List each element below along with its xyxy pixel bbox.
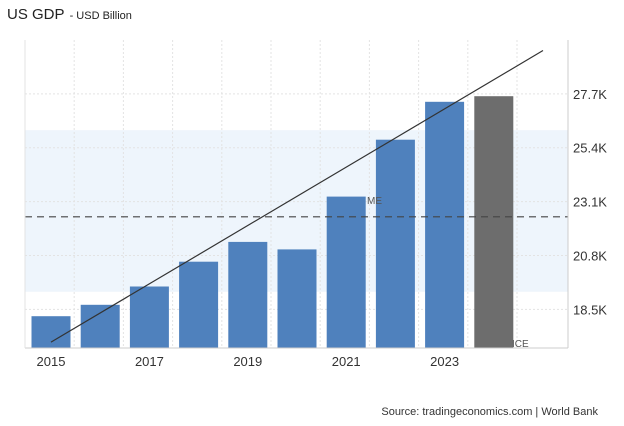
bar-2019 [228,241,268,348]
axes-layer [24,40,569,349]
y-tick-label: 20.8K [573,248,607,263]
source-credit: Source: tradingeconomics.com | World Ban… [381,406,598,418]
reference-lines-layer [25,50,568,343]
bars-layer [31,96,514,348]
bar-2023 [425,101,465,348]
tick-labels-layer: 18.5K 20.8K 23.1K 25.4K 27.7K 2015 2017 2019 202… [37,87,608,369]
x-tick-label: 2019 [233,354,262,369]
chart-title-row: US GDP - USD Billion [7,6,132,24]
bar-2021 [326,196,366,348]
y-tick-label: 23.1K [573,195,607,210]
y-tick-label: 18.5K [573,302,607,317]
bar-2017 [129,286,169,348]
bar-2018 [179,261,219,348]
x-tick-label: 2023 [430,354,459,369]
x-tick-label: 2015 [37,354,66,369]
y-tick-label: 27.7K [573,87,607,102]
trend-line [50,50,544,343]
y-tick-label: 25.4K [573,141,607,156]
watermark-fragment: ICE [512,339,529,350]
x-tick-label: 2017 [135,354,164,369]
bar-2015 [31,316,71,348]
x-tick-label: 2021 [332,354,361,369]
bar-2020 [277,249,317,348]
bar-2016 [80,304,120,348]
chart-subtitle: - USD Billion [66,10,132,22]
watermark-layer: ME ICE [367,196,529,350]
chart-title: US GDP [7,6,65,23]
watermark-fragment: ME [367,196,382,207]
bar-2022 [375,139,415,348]
bar-2024 [474,96,514,348]
